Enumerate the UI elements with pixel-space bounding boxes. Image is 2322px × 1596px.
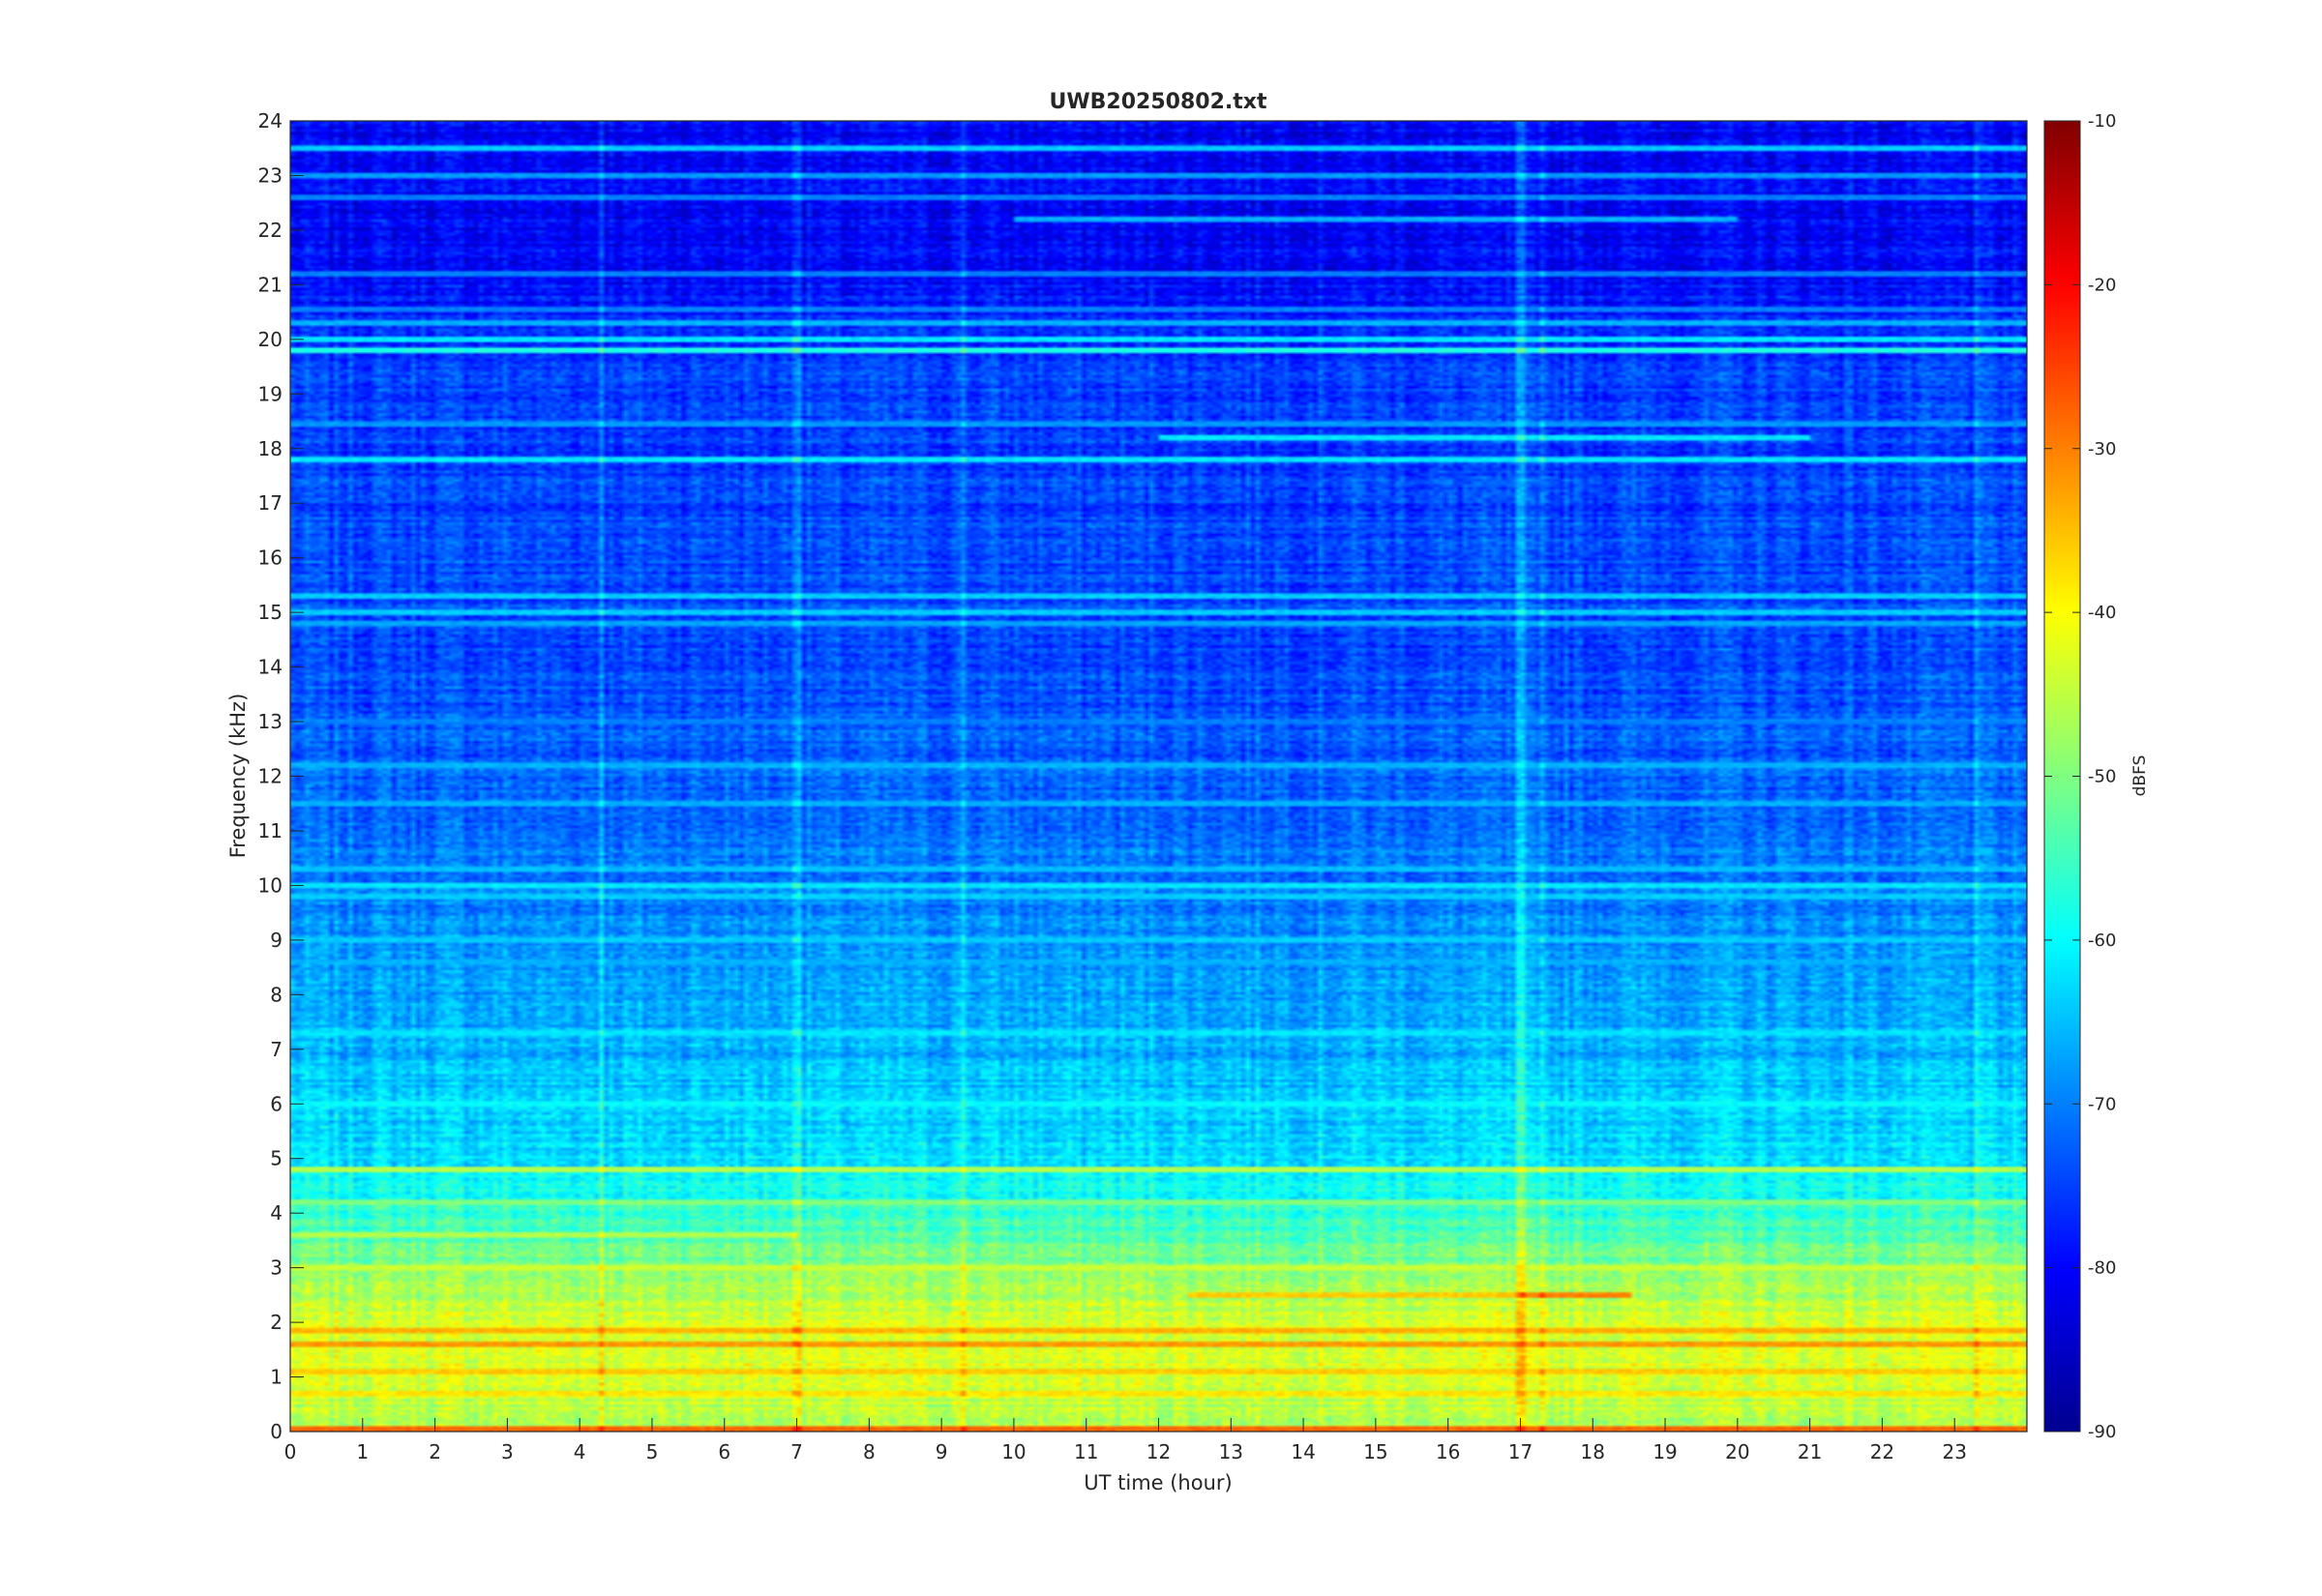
y-tick-label: 9: [270, 929, 283, 952]
x-tick-label: 8: [863, 1440, 876, 1463]
y-tick-label: 12: [258, 765, 283, 788]
colorbar-tick-label: -90: [2088, 1422, 2116, 1442]
colorbar-tick-label: -50: [2088, 767, 2116, 787]
y-tick-label: 17: [258, 491, 283, 515]
x-tick-label: 6: [718, 1440, 730, 1463]
y-tick-label: 24: [258, 109, 283, 133]
y-tick-label: 16: [258, 547, 283, 570]
x-tick-label: 18: [1581, 1440, 1605, 1463]
x-tick-label: 12: [1146, 1440, 1171, 1463]
x-tick-label: 15: [1363, 1440, 1387, 1463]
x-tick-label: 20: [1725, 1440, 1749, 1463]
x-tick-label: 14: [1291, 1440, 1315, 1463]
y-tick-label: 10: [258, 873, 283, 897]
x-tick-label: 22: [1870, 1440, 1894, 1463]
y-tick-label: 0: [270, 1420, 283, 1443]
colorbar-tick-label: -40: [2088, 603, 2116, 623]
colorbar-tick-label: -30: [2088, 439, 2116, 459]
colorbar-label: dBFS: [2130, 755, 2150, 797]
y-tick-label: 11: [258, 819, 283, 842]
x-tick-label: 3: [501, 1440, 514, 1463]
x-tick-label: 9: [936, 1440, 948, 1463]
x-tick-label: 13: [1219, 1440, 1243, 1463]
x-tick-label: 19: [1652, 1440, 1677, 1463]
x-tick-label: 16: [1436, 1440, 1460, 1463]
y-tick-label: 19: [258, 382, 283, 405]
colorbar-tick-label: -10: [2088, 111, 2116, 132]
y-tick-label: 7: [270, 1038, 283, 1061]
chart-title: UWB20250802.txt: [1050, 90, 1267, 114]
y-tick-label: 20: [258, 328, 283, 351]
x-tick-label: 1: [356, 1440, 369, 1463]
y-tick-label: 5: [270, 1147, 283, 1170]
x-tick-label: 11: [1074, 1440, 1098, 1463]
x-tick-label: 7: [790, 1440, 803, 1463]
y-tick-label: 6: [270, 1092, 283, 1115]
x-tick-label: 21: [1798, 1440, 1822, 1463]
y-tick-label: 8: [270, 983, 283, 1006]
x-tick-label: 2: [429, 1440, 441, 1463]
x-tick-label: 10: [1001, 1440, 1026, 1463]
y-tick-label: 18: [258, 437, 283, 460]
x-tick-label: 17: [1508, 1440, 1533, 1463]
y-tick-label: 2: [270, 1311, 283, 1334]
y-tick-label: 21: [258, 273, 283, 296]
x-tick-label: 5: [646, 1440, 659, 1463]
colorbar-tick-label: -20: [2088, 275, 2116, 295]
colorbar-tick-label: -60: [2088, 931, 2116, 951]
x-tick-label: 4: [574, 1440, 586, 1463]
colorbar-axis: -90 -80 -70 -60 -50 -40 -30 -20 -10: [2044, 111, 2116, 1442]
spectrogram-plot-area: [290, 121, 2027, 1432]
spectrogram-image: [290, 121, 2027, 1432]
x-axis-label: UT time (hour): [1084, 1471, 1232, 1494]
colorbar-tick-label: -70: [2088, 1094, 2116, 1114]
colorbar-tick-label: -80: [2088, 1258, 2116, 1279]
y-tick-label: 15: [258, 601, 283, 624]
plot-frame: [289, 120, 2028, 1433]
x-axis: 0 1 2 3 4 5 6 7 8 9 10 11 12 13 14 15 16 17 18 19 20 21 22 23: [284, 1418, 1967, 1463]
y-tick-label: 23: [258, 163, 283, 187]
y-tick-label: 22: [258, 219, 283, 242]
x-tick-label: 23: [1942, 1440, 1966, 1463]
y-tick-label: 14: [258, 656, 283, 679]
x-tick-label: 0: [284, 1440, 297, 1463]
y-axis-label: Frequency (kHz): [226, 694, 250, 859]
y-tick-label: 4: [270, 1201, 283, 1225]
y-tick-label: 1: [270, 1366, 283, 1389]
y-tick-label: 13: [258, 710, 283, 733]
y-tick-label: 3: [270, 1256, 283, 1280]
